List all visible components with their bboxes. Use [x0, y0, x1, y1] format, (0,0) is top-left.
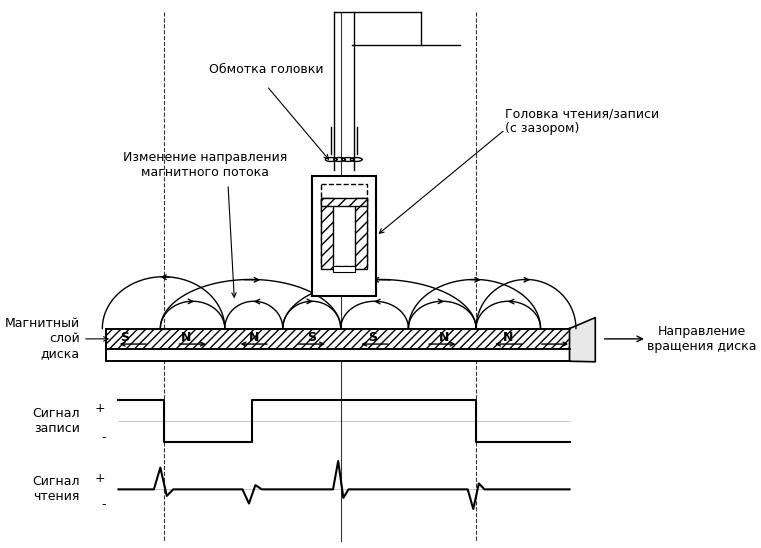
Bar [106, 328, 569, 349]
Text: N: N [249, 332, 259, 344]
Bar [355, 198, 367, 269]
Bar [333, 266, 355, 272]
Text: +: + [95, 472, 106, 485]
Text: Сигнал
чтения: Сигнал чтения [32, 475, 80, 504]
Text: Магнитный
слой
диска: Магнитный слой диска [5, 317, 80, 361]
Text: N: N [438, 332, 449, 344]
FancyBboxPatch shape [106, 328, 569, 349]
Text: Изменение направления
магнитного потока: Изменение направления магнитного потока [123, 151, 288, 179]
Text: N: N [181, 332, 191, 344]
Text: S: S [368, 332, 377, 344]
Bar [321, 198, 333, 269]
Text: N: N [503, 332, 514, 344]
Bar [106, 349, 569, 361]
Text: Направление
вращения диска: Направление вращения диска [647, 325, 756, 353]
Text: -: - [101, 431, 106, 444]
Bar [312, 176, 376, 296]
Bar [321, 184, 367, 266]
Text: Головка чтения/записи
(с зазором): Головка чтения/записи (с зазором) [505, 107, 659, 135]
Bar [321, 198, 367, 206]
Polygon shape [569, 318, 595, 362]
Text: Сигнал
записи: Сигнал записи [32, 407, 80, 435]
Text: S: S [120, 332, 129, 344]
Text: -: - [101, 498, 106, 511]
Text: Обмотка головки: Обмотка головки [209, 63, 324, 76]
Text: S: S [307, 332, 317, 344]
Text: +: + [95, 402, 106, 415]
